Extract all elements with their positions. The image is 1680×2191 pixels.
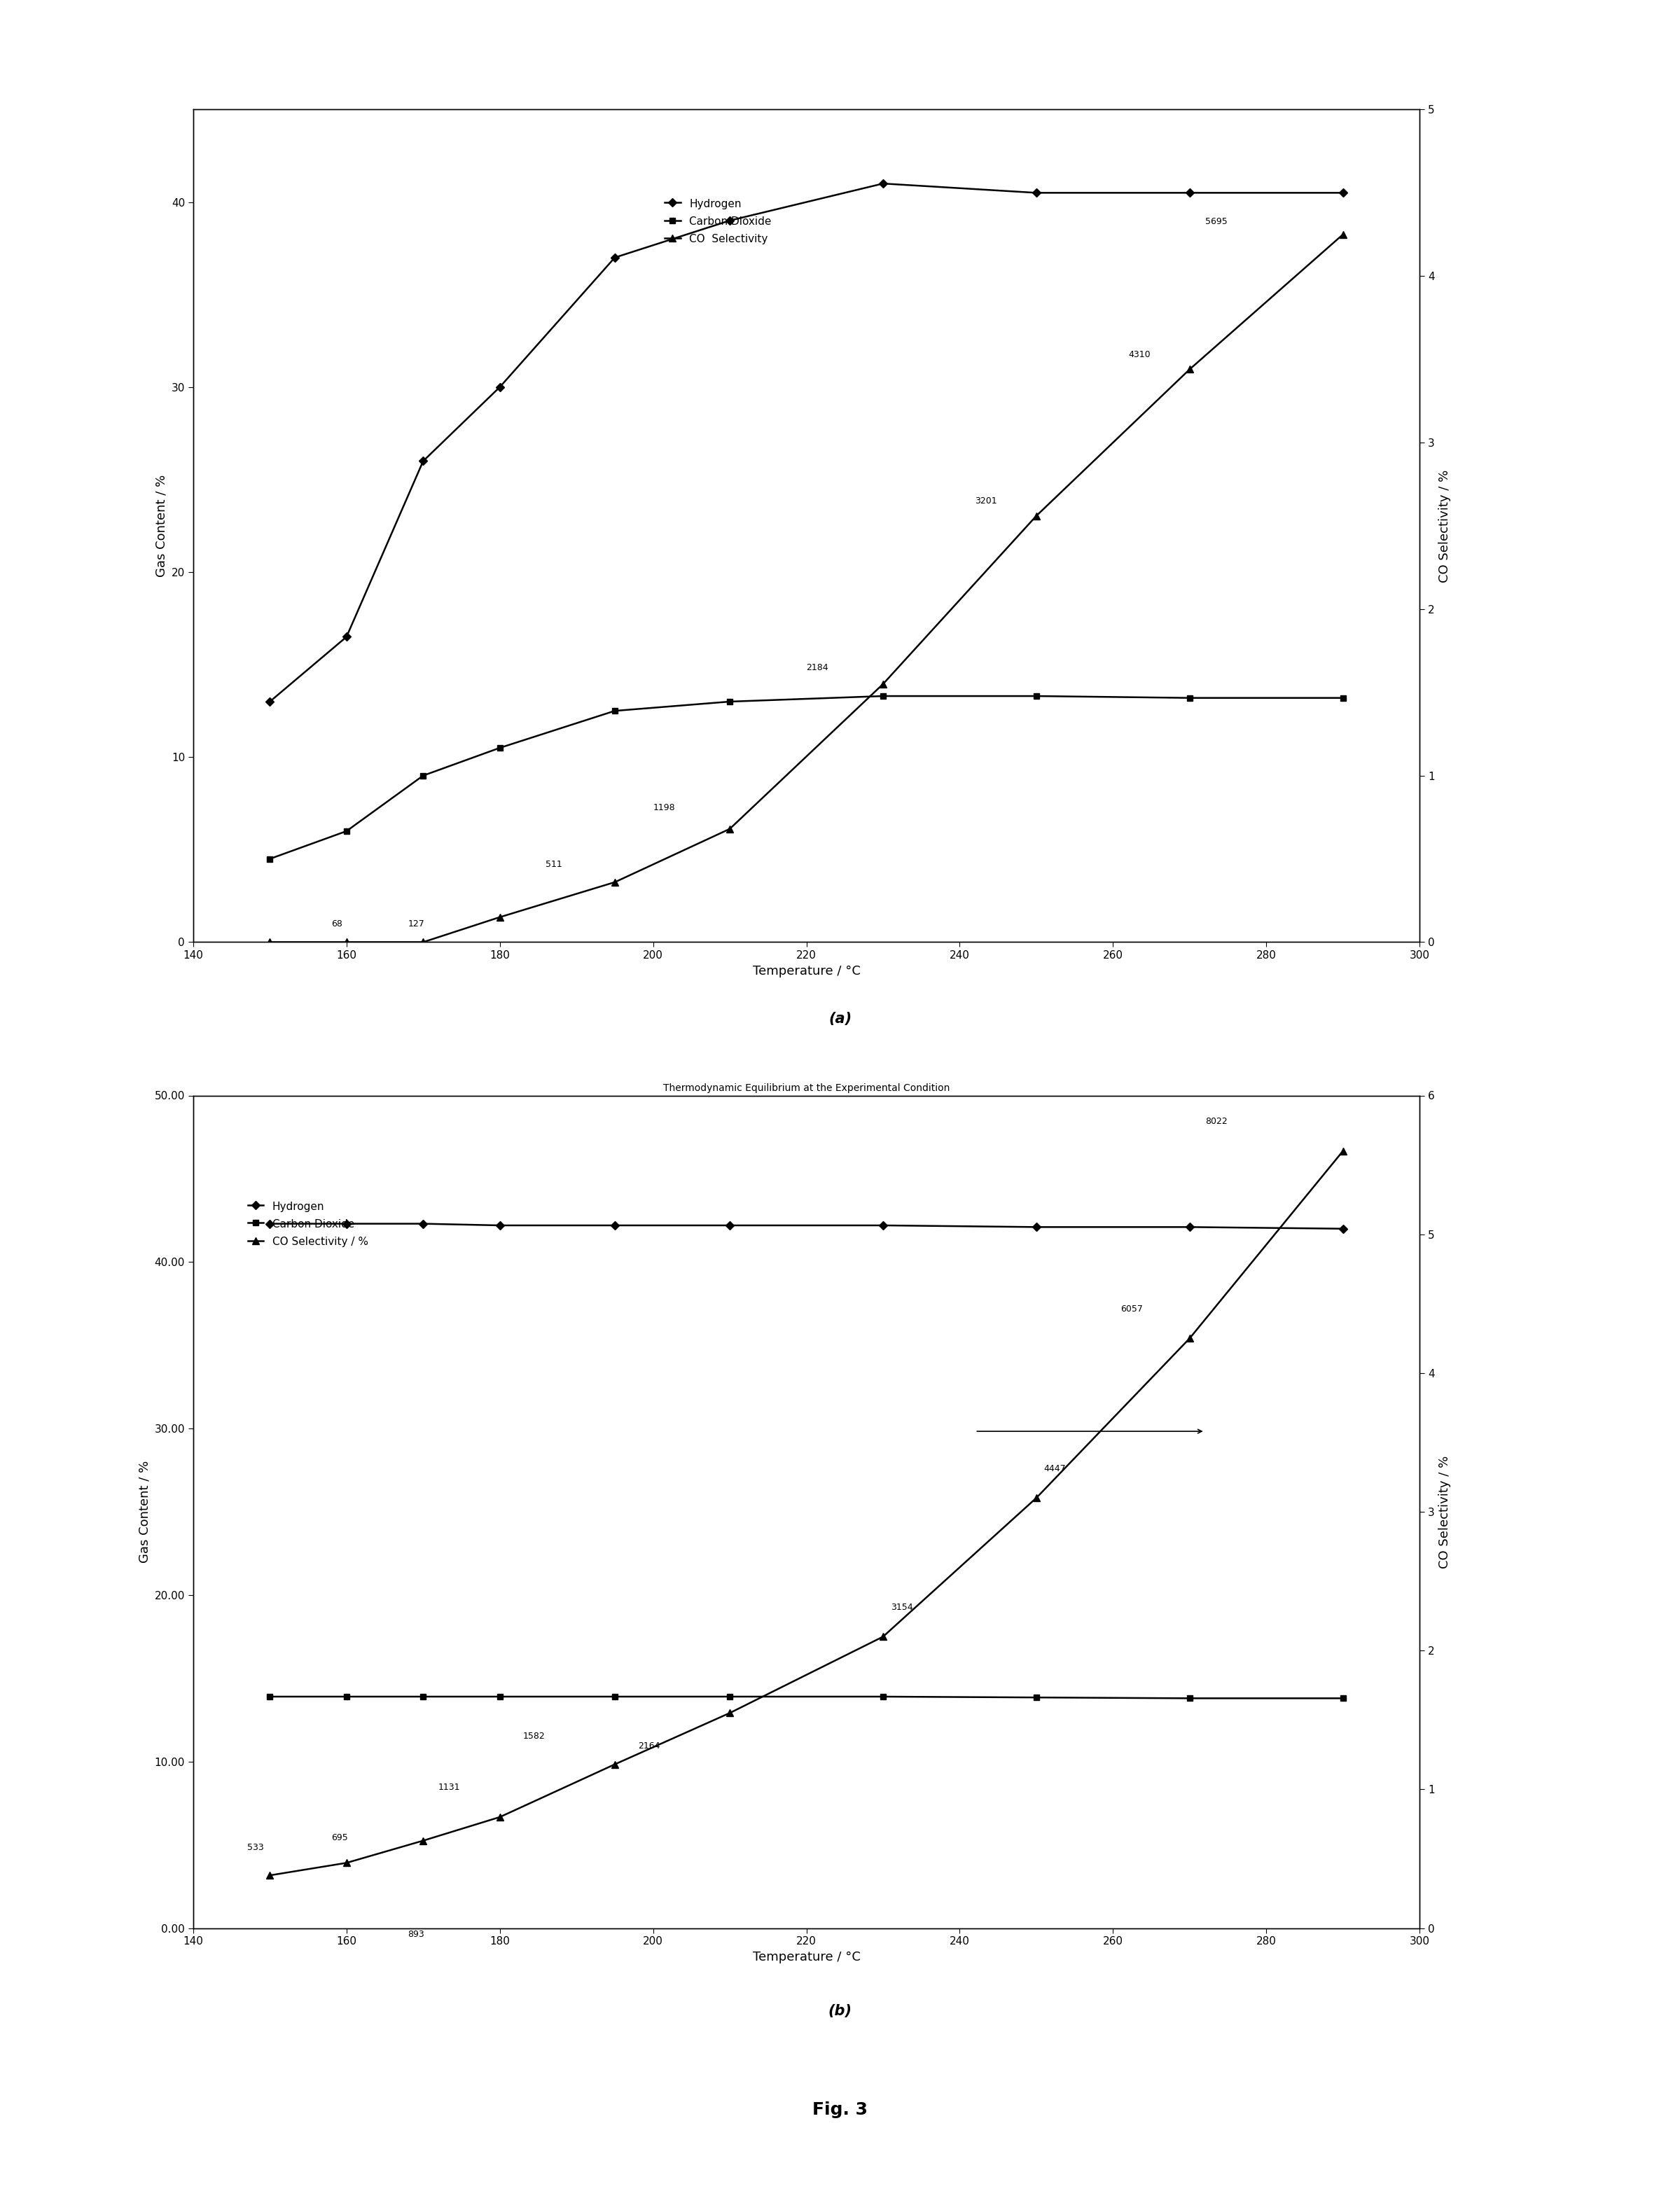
- Text: 68: 68: [331, 920, 343, 929]
- Text: 5695: 5695: [1205, 217, 1226, 226]
- Text: (a): (a): [828, 1012, 852, 1025]
- Text: 8022: 8022: [1205, 1117, 1226, 1126]
- Text: 1131: 1131: [438, 1783, 460, 1792]
- Text: 2184: 2184: [806, 664, 828, 673]
- Text: Fig. 3: Fig. 3: [813, 2101, 867, 2119]
- Text: 3201: 3201: [974, 497, 998, 506]
- Text: 695: 695: [331, 1834, 348, 1843]
- Y-axis label: Gas Content / %: Gas Content / %: [155, 475, 168, 576]
- Text: 893: 893: [408, 1930, 425, 1939]
- Text: 1198: 1198: [654, 804, 675, 813]
- X-axis label: Temperature / °C: Temperature / °C: [753, 964, 860, 977]
- Text: 533: 533: [247, 1843, 264, 1851]
- Text: 4310: 4310: [1129, 351, 1151, 359]
- Text: 6057: 6057: [1121, 1304, 1142, 1312]
- Text: 4447: 4447: [1043, 1464, 1067, 1472]
- Text: 127: 127: [408, 920, 425, 929]
- Text: 3154: 3154: [890, 1602, 912, 1613]
- Y-axis label: CO Selectivity / %: CO Selectivity / %: [1438, 469, 1452, 583]
- Text: (b): (b): [828, 2005, 852, 2018]
- Y-axis label: CO Selectivity / %: CO Selectivity / %: [1438, 1455, 1452, 1569]
- Text: 511: 511: [546, 859, 563, 870]
- Y-axis label: Gas Content / %: Gas Content / %: [138, 1461, 151, 1562]
- Legend: Hydrogen, Carbon Dioxide, CO  Selectivity: Hydrogen, Carbon Dioxide, CO Selectivity: [665, 197, 771, 245]
- Text: 2164: 2164: [638, 1742, 660, 1751]
- Text: 1582: 1582: [522, 1731, 544, 1740]
- Legend: Hydrogen, Carbon Dioxide, CO Selectivity / %: Hydrogen, Carbon Dioxide, CO Selectivity…: [247, 1201, 368, 1247]
- X-axis label: Temperature / °C: Temperature / °C: [753, 1950, 860, 1963]
- Title: Thermodynamic Equilibrium at the Experimental Condition: Thermodynamic Equilibrium at the Experim…: [664, 1082, 949, 1093]
